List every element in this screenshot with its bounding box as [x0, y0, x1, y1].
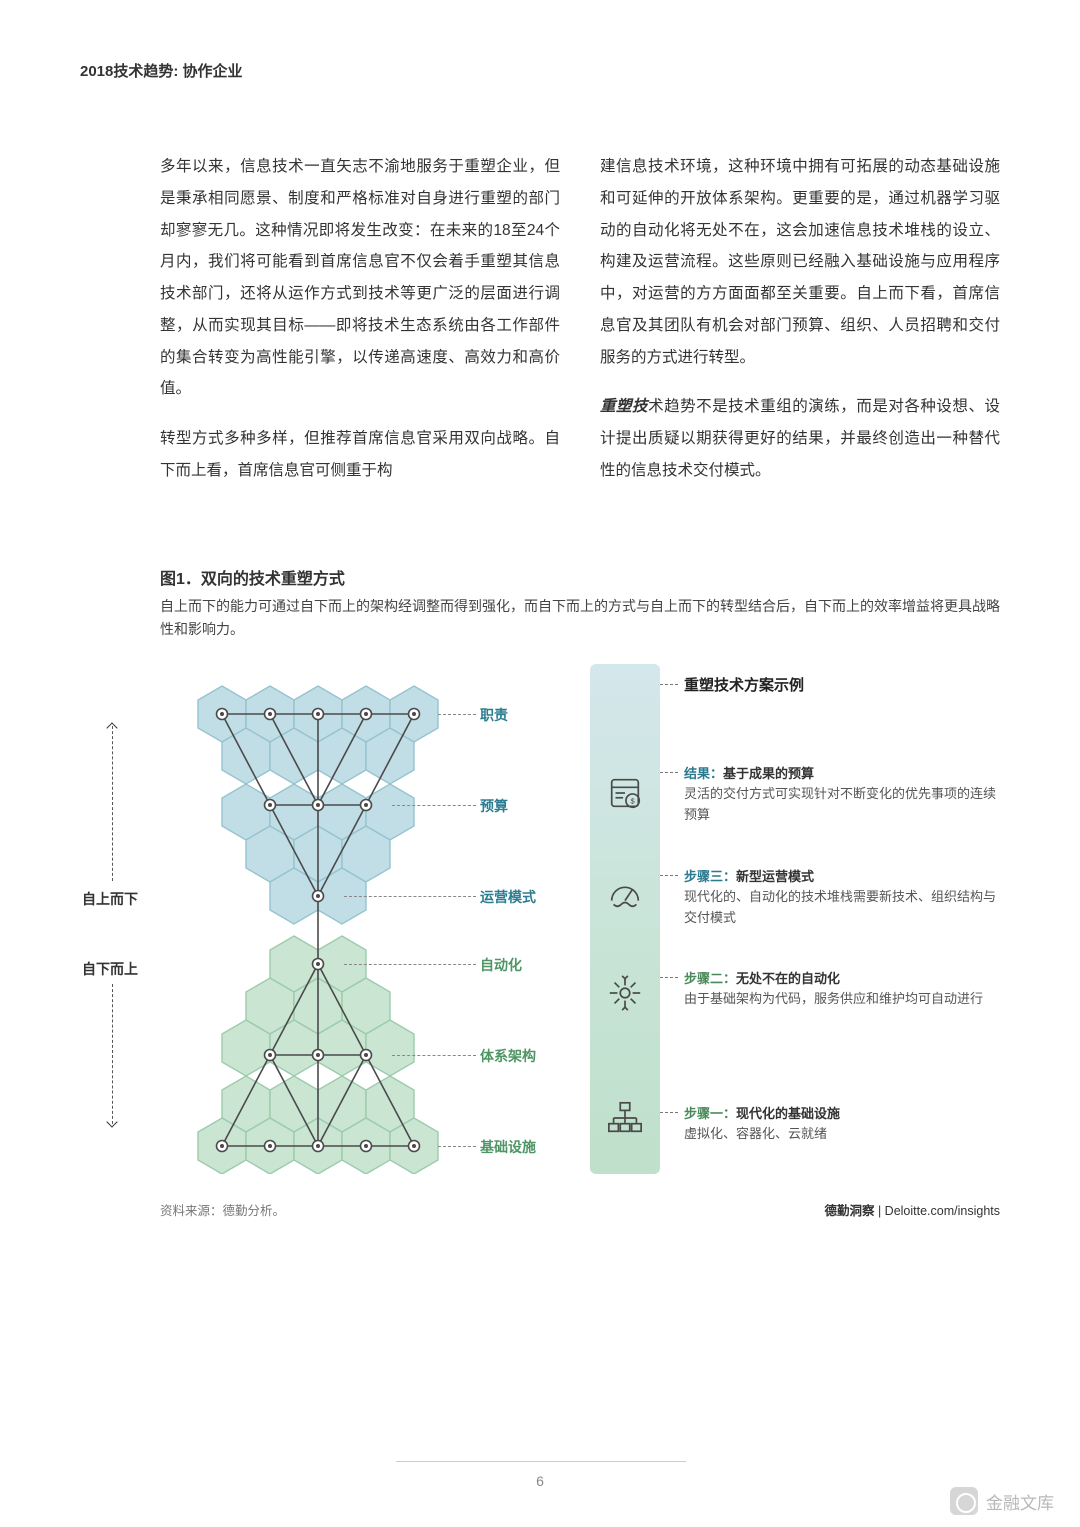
steps-text: 重塑技术方案示例 结果：基于成果的预算 灵活的交付方式可实现针对不断变化的优先事… [684, 664, 1000, 1174]
level-label-1: 职责 [480, 705, 508, 725]
figure-title: 图1．双向的技术重塑方式 [160, 565, 1000, 589]
step-1: 步骤一：现代化的基础设施 虚拟化、容器化、云就绪 [684, 1104, 840, 1144]
arrowhead-up-icon [106, 1117, 117, 1128]
para-r2: 重塑技术趋势不是技术重组的演练，而是对各种设想、设计提出质疑以期获得更好的结果，… [600, 391, 1000, 486]
watermark: 金融文库 [950, 1487, 1054, 1515]
arrow-line-upper [112, 726, 113, 881]
diagram: 自上而下 自下而上 [160, 664, 1000, 1174]
svg-text:$: $ [630, 797, 635, 806]
para-l2: 转型方式多种多样，但推荐首席信息官采用双向战略。自下而上看，首席信息官可侧重于构 [160, 423, 560, 487]
level-connector [392, 1055, 476, 1056]
level-label-4: 自动化 [480, 955, 522, 975]
column-left: 多年以来，信息技术一直矢志不渝地服务于重塑企业，但是秉承相同愿景、制度和严格标准… [160, 151, 560, 505]
watermark-icon [950, 1487, 978, 1515]
automation-icon [606, 974, 644, 1012]
level-label-2: 预算 [480, 796, 508, 816]
level-label-3: 运营模式 [480, 887, 536, 907]
steps-title: 重塑技术方案示例 [684, 674, 804, 695]
hex-zone: 自上而下 自下而上 [160, 664, 520, 1174]
arrow-line-lower [112, 984, 113, 1124]
page-header: 2018技术趋势: 协作企业 [80, 60, 1000, 81]
label-bottom-up: 自下而上 [82, 959, 138, 979]
source-line: 资料来源：德勤分析。 德勤洞察 | Deloitte.com/insights [80, 1200, 1000, 1219]
figure-subtitle: 自上而下的能力可通过自下而上的架构经调整而得到强化，而自下而上的方式与自上而下的… [160, 595, 1000, 643]
source-right: 德勤洞察 | Deloitte.com/insights [824, 1200, 1000, 1219]
hex-diagram-svg [160, 664, 520, 1174]
step-result: 结果：基于成果的预算 灵活的交付方式可实现针对不断变化的优先事项的连续预算 [684, 764, 1000, 824]
level-connector [438, 714, 476, 715]
para-r1: 建信息技术环境，这种环境中拥有可拓展的动态基础设施和可延伸的开放体系架构。更重要… [600, 151, 1000, 373]
body-text: 多年以来，信息技术一直矢志不渝地服务于重塑企业，但是秉承相同愿景、制度和严格标准… [80, 151, 1000, 505]
page-number: 6 [536, 1473, 544, 1489]
level-connector [392, 805, 476, 806]
level-label-5: 体系架构 [480, 1046, 536, 1066]
arrowhead-down-icon [106, 723, 117, 734]
level-connector [344, 896, 476, 897]
gauge-icon [606, 874, 644, 912]
budget-icon: $ [606, 774, 644, 812]
level-connector [344, 964, 476, 965]
steps-bar: $ [590, 664, 660, 1174]
step-2: 步骤二：无处不在的自动化 由于基础架构为代码，服务供应和维护均可自动进行 [684, 969, 983, 1009]
column-right: 建信息技术环境，这种环境中拥有可拓展的动态基础设施和可延伸的开放体系架构。更重要… [600, 151, 1000, 505]
level-label-6: 基础设施 [480, 1137, 536, 1157]
watermark-text: 金融文库 [986, 1489, 1054, 1514]
source-left: 资料来源：德勤分析。 [160, 1200, 285, 1219]
label-top-down: 自上而下 [82, 889, 138, 909]
step-3: 步骤三：新型运营模式 现代化的、自动化的技术堆栈需要新技术、组织结构与交付模式 [684, 867, 1000, 927]
para-l1: 多年以来，信息技术一直矢志不渝地服务于重塑企业，但是秉承相同愿景、制度和严格标准… [160, 151, 560, 405]
figure-block: 图1．双向的技术重塑方式 自上而下的能力可通过自下而上的架构经调整而得到强化，而… [80, 565, 1000, 1175]
infrastructure-icon [606, 1099, 644, 1137]
level-connector [438, 1146, 476, 1147]
